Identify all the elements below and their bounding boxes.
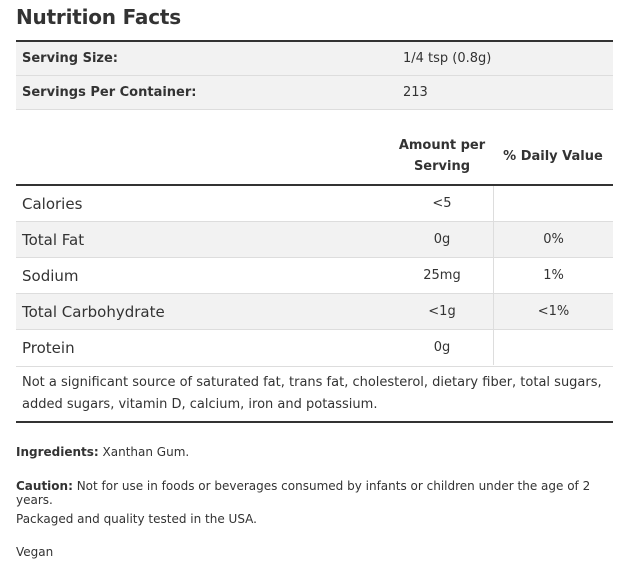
nutrient-amount: 25mg [423,268,461,283]
nutrient-amount: <1g [428,304,456,319]
serving-size-label: Serving Size: [22,51,119,66]
packaged-line: Packaged and quality tested in the USA. [16,512,257,526]
table-row: Calories <5 [16,186,613,222]
table-row: Protein 0g [16,330,613,365]
nutrient-name: Sodium [22,266,79,285]
servings-per-container-row: Servings Per Container: 213 [16,76,613,110]
nutrient-amount: 0g [433,232,451,247]
nutrient-amount: 0g [433,340,451,355]
ingredients-line: Ingredients: Xanthan Gum. [16,445,189,459]
nutrient-name: Total Carbohydrate [22,302,165,321]
nutrient-name: Protein [22,338,75,357]
table-row: Total Fat 0g 0% [16,222,613,258]
table-row: Sodium 25mg 1% [16,258,613,294]
nutrient-table: Amount per Serving % Daily Value Calories… [16,128,613,365]
nutrient-table-header: Amount per Serving % Daily Value [16,128,613,186]
table-row: Total Carbohydrate <1g <1% [16,294,613,330]
nutrient-dv: <1% [493,294,613,329]
serving-table: Serving Size: 1/4 tsp (0.8g) Servings Pe… [16,40,613,110]
page-title: Nutrition Facts [16,5,181,29]
caution-text: Not for use in foods or beverages consum… [16,479,591,507]
nutrient-name: Calories [22,194,83,213]
ingredients-label: Ingredients: [16,445,99,459]
nutrient-dv: 0% [493,222,613,257]
servings-per-container-value: 213 [403,85,428,100]
amount-per-serving-header: Amount per Serving [398,138,486,174]
daily-value-header: % Daily Value [503,148,603,164]
servings-per-container-label: Servings Per Container: [22,85,197,100]
nutrient-dv [493,330,613,365]
nutrient-name: Total Fat [22,230,85,249]
caution-line: Caution: Not for use in foods or beverag… [16,479,623,507]
footnote: Not a significant source of saturated fa… [16,366,613,423]
serving-size-value: 1/4 tsp (0.8g) [403,51,492,66]
nutrient-dv [493,186,613,221]
serving-size-row: Serving Size: 1/4 tsp (0.8g) [16,42,613,76]
ingredients-text: Xanthan Gum. [98,445,190,459]
nutrient-dv: 1% [493,258,613,293]
vegan-line: Vegan [16,545,54,559]
caution-label: Caution: [16,479,73,493]
nutrient-amount: <5 [432,196,452,211]
